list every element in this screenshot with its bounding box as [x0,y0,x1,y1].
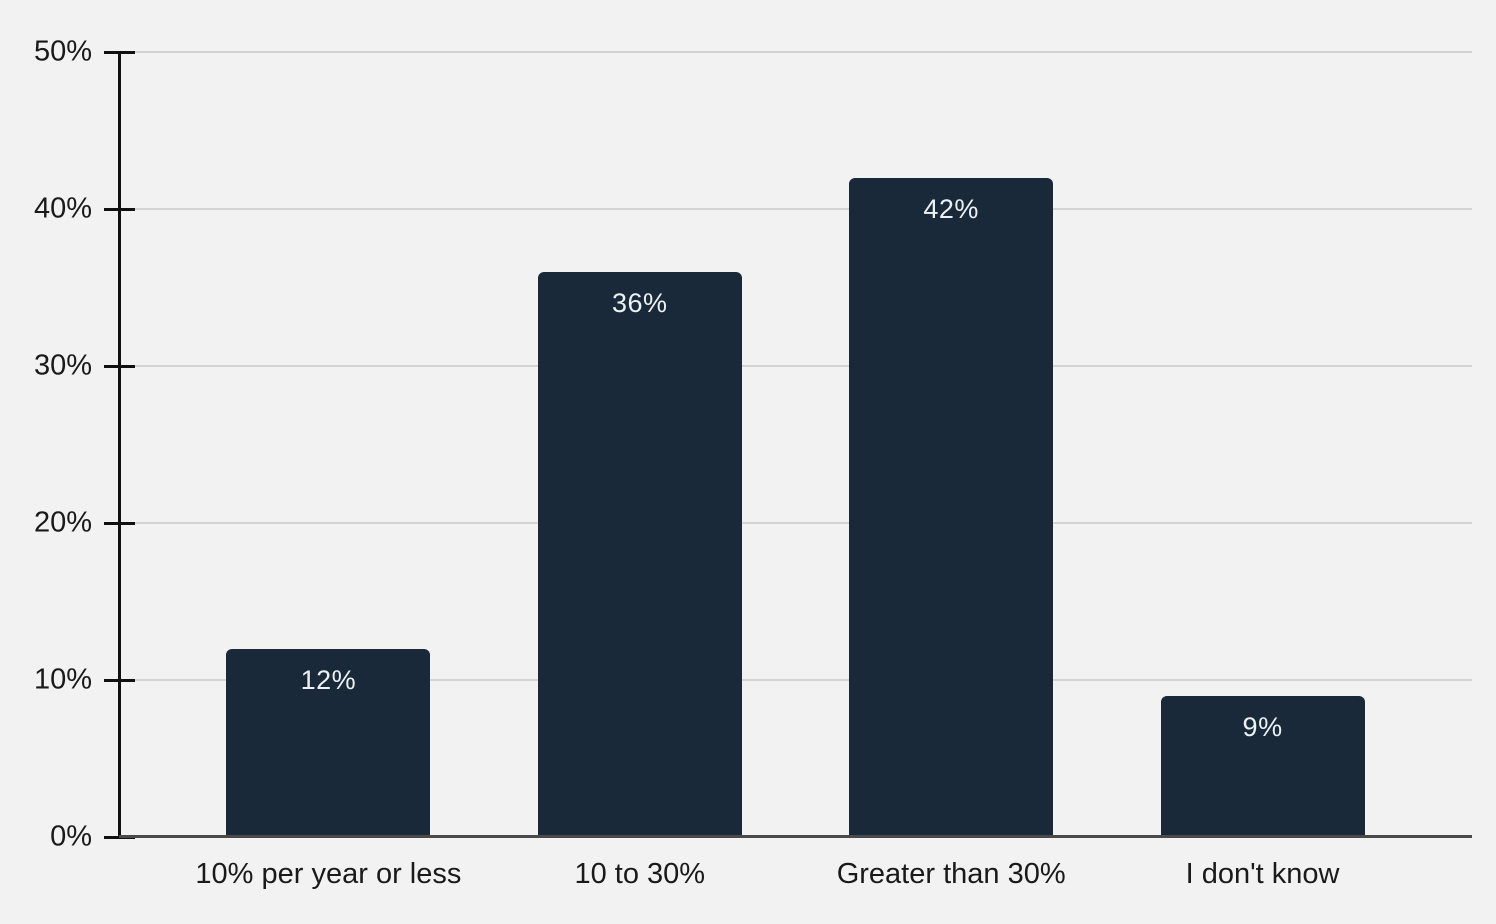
bars-layer: 12% 10% per year or less 36% 10 to 30% 42% Gr… [119,52,1472,890]
y-axis-line [118,52,121,837]
y-axis-tick-mark [104,207,135,211]
y-axis-tick-label: 30% [33,349,92,382]
gridline [119,679,1472,681]
bar-value-label: 42% [923,193,979,224]
x-axis-baseline [119,835,1472,838]
y-axis-tick-mark [104,678,135,682]
gridline [119,51,1472,53]
y-axis-tick-label: 0% [50,820,92,853]
bar-3: 42% [849,177,1054,837]
bar-slot: 12% 10% per year or less [195,52,461,890]
gridline [119,522,1472,524]
gridline [119,208,1472,210]
bar-1: 12% [226,648,431,837]
bar-2: 36% [537,271,742,837]
y-axis-tick-label: 20% [33,506,92,539]
bar-slot: 42% Greater than 30% [837,52,1066,890]
gridline [119,365,1472,367]
plot-area: 12% 10% per year or less 36% 10 to 30% 42% Gr… [104,50,1472,890]
x-axis-category-label: Greater than 30% [836,858,1066,890]
y-axis-tick-mark [104,50,135,54]
bar-slot: 9% I don't know [1160,52,1365,890]
y-axis-tick-label: 40% [33,192,92,225]
x-axis-category-label: 10 to 30% [574,858,706,890]
bar-4: 9% [1160,695,1365,837]
bar-value-label: 12% [300,664,357,695]
bar-slot: 36% 10 to 30% [537,52,742,890]
bar-value-label: 9% [1242,711,1283,742]
bar-value-label: 36% [612,287,668,318]
x-axis-category-label: 10% per year or less [195,858,462,890]
y-axis-tick-label: 10% [33,663,92,696]
y-axis-tick-label: 50% [33,35,92,68]
x-axis-category-label: I don't know [1185,858,1340,890]
y-axis-tick-mark [104,364,135,368]
y-axis-tick-mark [104,521,135,525]
